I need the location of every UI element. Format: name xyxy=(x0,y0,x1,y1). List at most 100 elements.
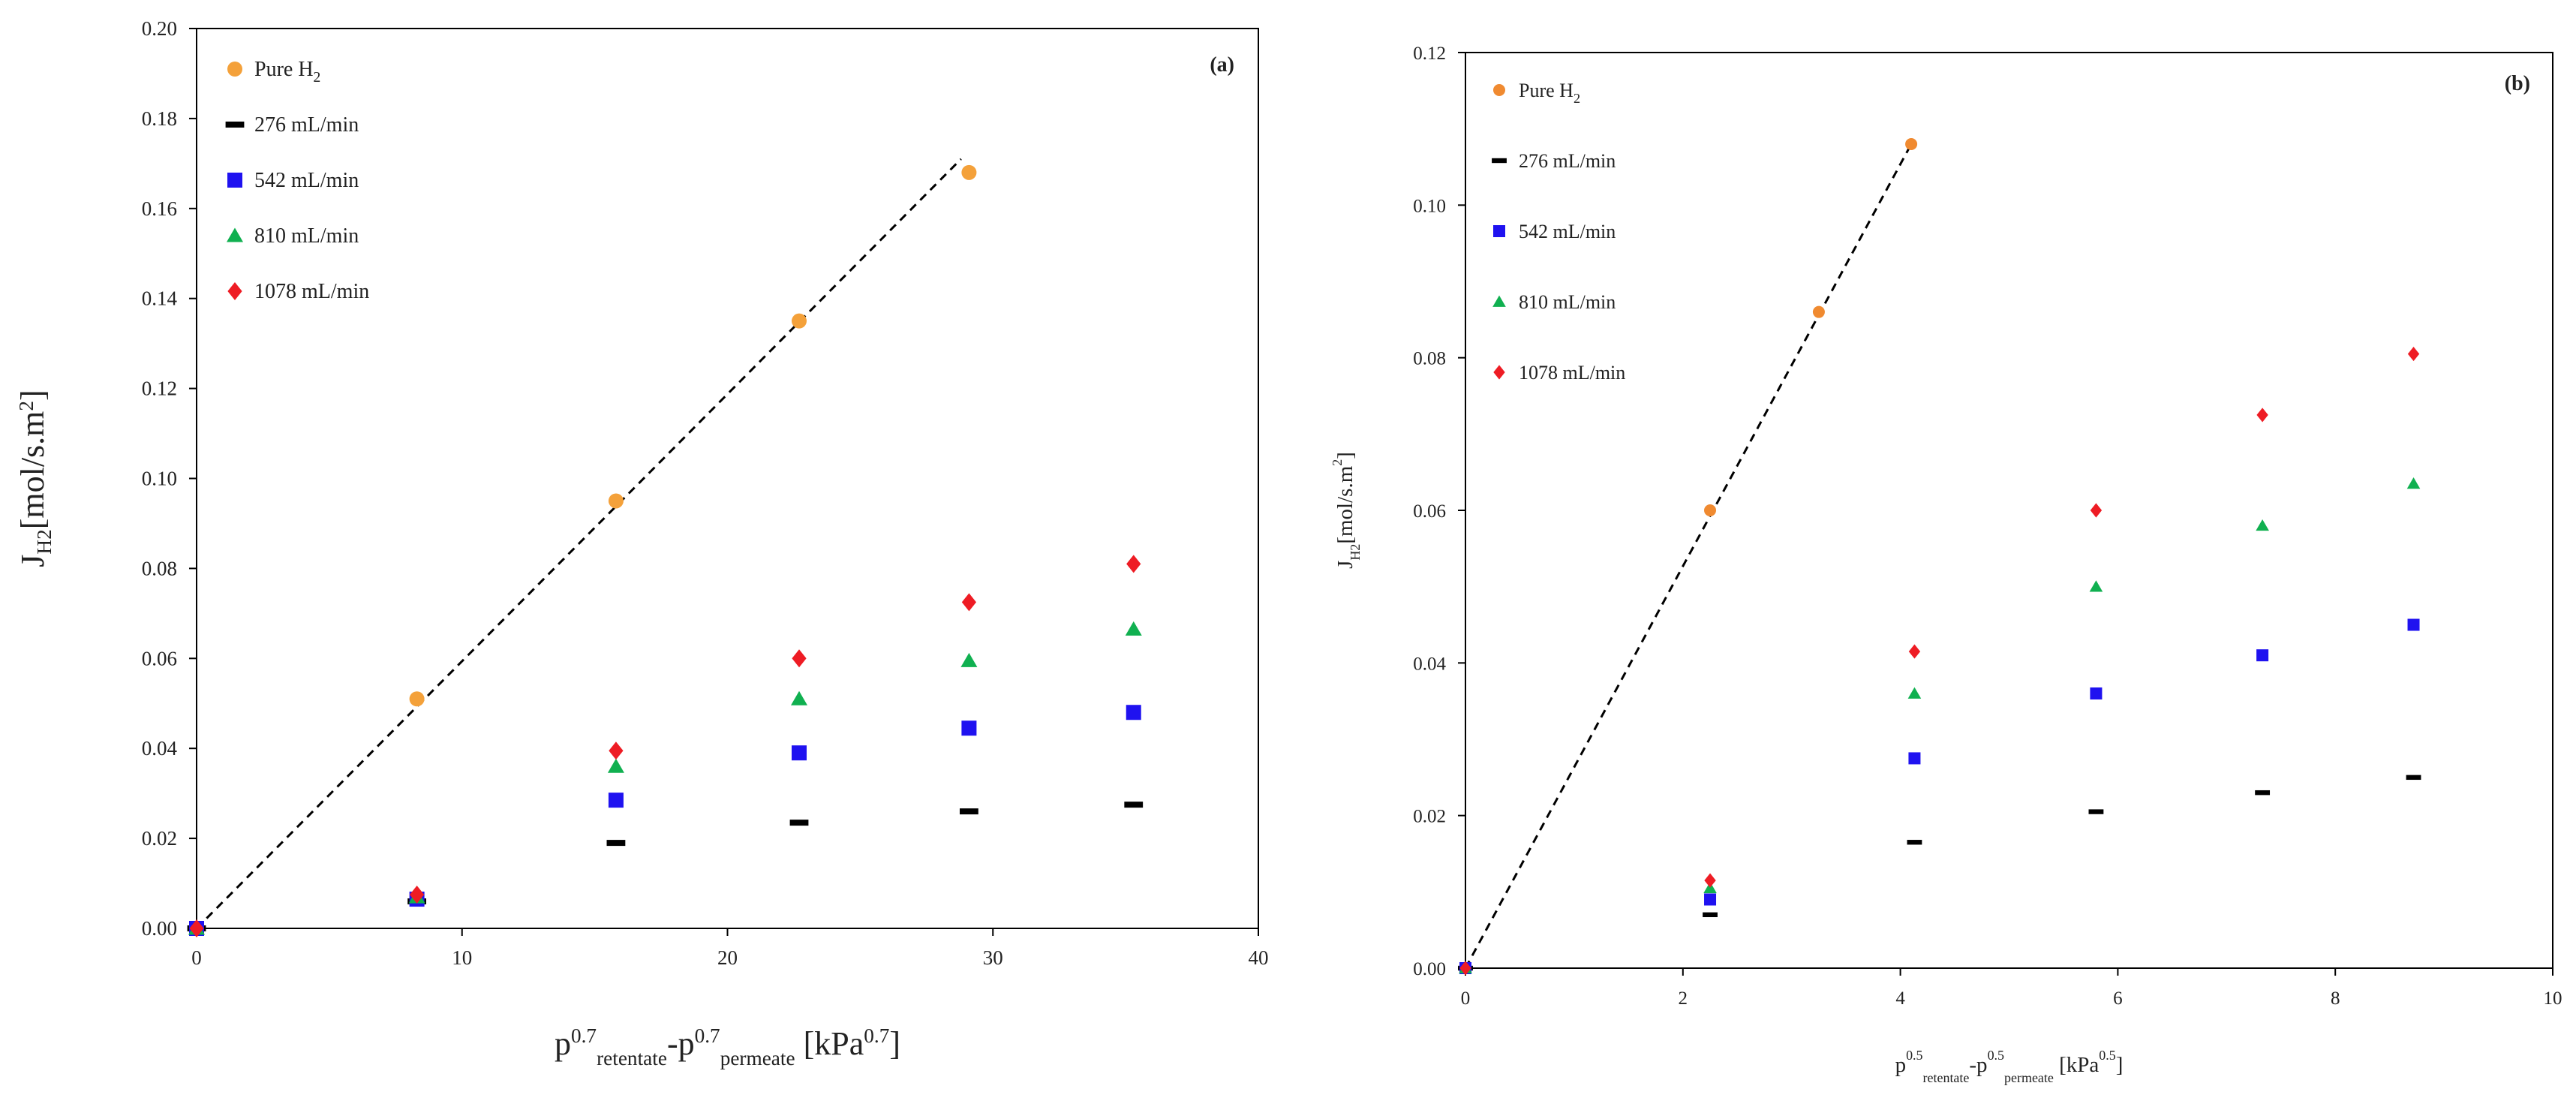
panel-b-point-triangle xyxy=(1907,687,1922,699)
panel-a-point-dash xyxy=(960,808,978,815)
panel-b-legend-label: Pure H2 xyxy=(1519,80,1580,106)
panel-b-point-square xyxy=(2407,618,2420,631)
panel-a-y-tick-label: 0.14 xyxy=(142,287,178,310)
panel-b-point-diamond xyxy=(1459,961,1471,976)
panel-b-y-tick-label: 0.08 xyxy=(1413,349,1446,369)
panel-b-point-diamond xyxy=(2090,503,2103,518)
panel-a-point-circle xyxy=(409,691,425,707)
panel-a-y-tick-label: 0.10 xyxy=(142,468,177,490)
panel-a-point-triangle xyxy=(960,652,978,667)
panel-b-point-triangle xyxy=(2089,580,2103,592)
panel-a-point-square xyxy=(792,745,807,761)
panel-a-y-tick-label: 0.16 xyxy=(142,197,177,220)
panel-a-legend-label: 542 mL/min xyxy=(254,169,359,192)
panel-a-legend-marker-circle xyxy=(227,62,242,77)
panel-b-x-tick-label: 2 xyxy=(1679,988,1688,1009)
panel-b-legend-label: 810 mL/min xyxy=(1519,291,1616,313)
panel-b-point-diamond xyxy=(2407,346,2420,362)
panel-b-point-triangle xyxy=(2406,477,2421,489)
panel-b-x-tick-label: 0 xyxy=(1461,988,1471,1009)
panel-a-legend-marker-triangle xyxy=(227,227,243,242)
panel-b-x-tick-label: 10 xyxy=(2544,988,2562,1009)
panel-b-y-tick-label: 0.12 xyxy=(1413,44,1446,64)
panel-a-point-diamond xyxy=(410,886,425,904)
panel-a-point-diamond xyxy=(792,649,807,668)
panel-a-point-square xyxy=(608,793,624,808)
panel-b-chart: 0 2 4 6 8 10 0.00 0.02 0.04 0.06 0.08 0.10 0.12 Pure … xyxy=(1330,44,2562,1085)
panel-a-y-axis-title-group: JH2[mol/s.m2] xyxy=(14,390,56,567)
panel-b-y-axis-title: JH2[mol/s.m2] xyxy=(1330,452,1363,569)
panel-a-point-dash xyxy=(1124,802,1144,808)
panel-b-point-square xyxy=(2090,687,2103,699)
panel-a-point-diamond xyxy=(961,593,977,612)
panel-b-point-diamond xyxy=(1908,644,1921,659)
panel-b-point-dash xyxy=(1703,912,1718,918)
panel-b-point-diamond xyxy=(1704,873,1716,888)
panel-b-point-square xyxy=(2256,649,2269,662)
panel-b-legend-label: 542 mL/min xyxy=(1519,221,1616,242)
panel-a-x-tick-label: 20 xyxy=(717,946,738,969)
panel-a-point-dash xyxy=(606,840,626,847)
panel-b-label: (b) xyxy=(2505,72,2530,95)
panel-a-point-triangle xyxy=(791,690,808,705)
panel-b-point-dash xyxy=(2255,790,2271,796)
panel-a-point-circle xyxy=(608,493,624,509)
panel-b-point-square xyxy=(1704,893,1717,906)
panel-b-legend-marker-triangle xyxy=(1492,295,1506,307)
panel-a-x-axis-title: p0.7retentate-p0.7permeate [kPa0.7] xyxy=(555,1024,900,1069)
panel-b-point-circle xyxy=(1812,305,1825,318)
panel-b-x-tick-label: 4 xyxy=(1895,988,1905,1009)
panel-b-x-axis-title: p0.5retentate-p0.5permeate [kPa0.5] xyxy=(1895,1048,2124,1085)
panel-b-x-tick-label: 8 xyxy=(2331,988,2340,1009)
panel-a-point-circle xyxy=(792,313,807,329)
panel-a-point-diamond xyxy=(189,919,204,937)
panel-b-legend-label: 276 mL/min xyxy=(1519,150,1616,172)
panel-b-legend-marker-square xyxy=(1493,225,1505,237)
panel-a-y-tick-label: 0.18 xyxy=(142,107,177,130)
panel-a-legend-label: 1078 mL/min xyxy=(254,280,369,303)
panel-a-x-tick-label: 0 xyxy=(191,946,202,969)
panel-a-y-tick-label: 0.08 xyxy=(142,557,177,579)
panel-b-y-tick-label: 0.04 xyxy=(1413,654,1446,674)
panel-b-legend-marker-circle xyxy=(1493,84,1505,96)
panel-b-y-tick-label: 0.00 xyxy=(1413,959,1446,979)
panel-a-legend-marker-dash xyxy=(225,122,245,128)
panel-a-point-triangle xyxy=(1125,621,1142,636)
panel-a-x-tick-label: 30 xyxy=(983,946,1003,969)
panel-a-y-tick-label: 0.02 xyxy=(142,827,177,850)
panel-a-x-tick-label: 10 xyxy=(452,946,472,969)
panel-a-point-diamond xyxy=(1126,555,1141,573)
panel-a-point-dash xyxy=(789,820,809,826)
panel-a-y-tick-label: 0.00 xyxy=(142,917,177,940)
panel-a-y-tick-label: 0.12 xyxy=(142,378,177,400)
panel-a-legend-label: 276 mL/min xyxy=(254,113,359,137)
panel-b-point-triangle xyxy=(2256,519,2269,531)
panel-a-point-circle xyxy=(961,164,977,180)
panel-b-point-circle xyxy=(1905,138,1918,150)
panel-b-legend-label: 1078 mL/min xyxy=(1519,362,1625,384)
panel-b-y-tick-label: 0.10 xyxy=(1413,196,1446,216)
panel-b-point-circle xyxy=(1704,504,1717,516)
panel-a-y-axis-title: JH2[mol/s.m2] xyxy=(14,390,56,567)
panel-a-label: (a) xyxy=(1210,53,1234,77)
panel-a-chart: 0 10 20 30 40 0.00 0.02 0.04 0.06 0.08 0.10 0.12 0.1… xyxy=(14,17,1269,1069)
panel-b-y-tick-label: 0.06 xyxy=(1413,501,1446,522)
panel-b-trendline xyxy=(1464,143,1913,969)
panel-a-legend-marker-diamond xyxy=(227,282,242,300)
panel-a-x-tick-label: 40 xyxy=(1249,946,1269,969)
panel-a-trendline xyxy=(195,158,962,930)
panel-a-y-tick-label: 0.06 xyxy=(142,647,177,669)
panel-b-x-tick-label: 6 xyxy=(2113,988,2123,1009)
panel-a-point-square xyxy=(961,720,977,736)
panel-b-point-dash xyxy=(1907,840,1922,845)
panel-a-plot-frame xyxy=(196,28,1259,929)
panel-a-y-tick-label: 0.04 xyxy=(142,737,178,760)
panel-b-point-dash xyxy=(2406,775,2421,781)
panel-b-y-tick-label: 0.02 xyxy=(1413,807,1446,827)
panel-a-legend-marker-square xyxy=(227,173,242,188)
panel-b-legend-marker-dash xyxy=(1492,158,1507,164)
panel-b-plot-frame xyxy=(1465,52,2553,969)
panel-b-y-axis-title-group: JH2[mol/s.m2] xyxy=(1330,452,1363,569)
panel-a-y-tick-label: 0.20 xyxy=(142,17,177,40)
